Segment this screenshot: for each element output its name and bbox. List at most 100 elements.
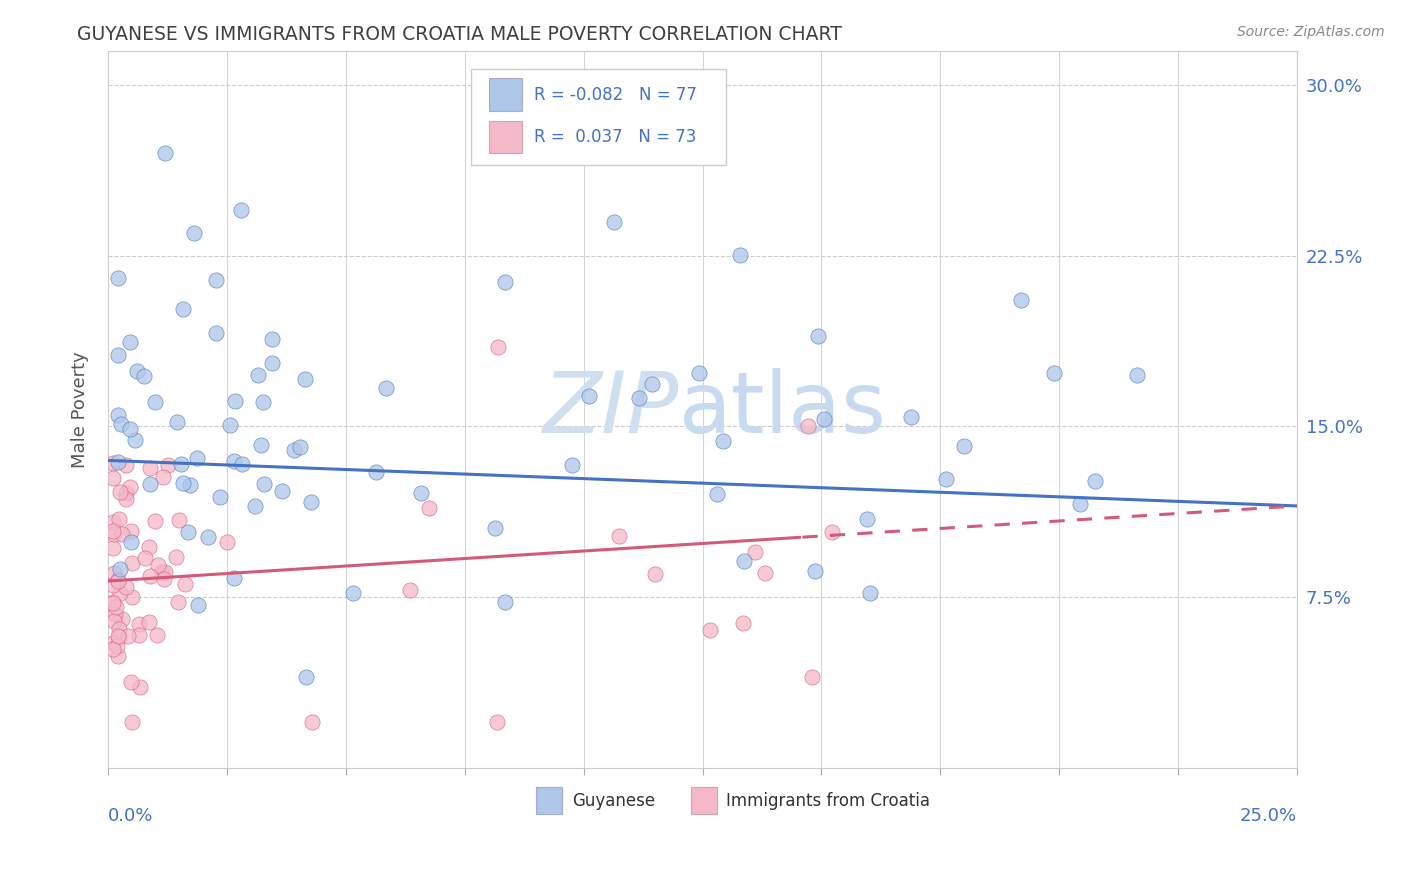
Point: [953, 439, 976, 453]
Point: [342, 585, 364, 599]
Point: [204, 326, 226, 341]
Point: [711, 434, 734, 448]
Point: [262, 332, 284, 346]
Text: ZIP: ZIP: [543, 368, 679, 450]
Point: [222, 572, 245, 586]
Point: [271, 483, 294, 498]
Point: [796, 418, 818, 433]
Point: [115, 491, 138, 506]
Point: [143, 395, 166, 409]
Point: [120, 674, 142, 689]
Text: R =  0.037   N = 73: R = 0.037 N = 73: [534, 128, 696, 145]
Point: [152, 469, 174, 483]
Point: [120, 422, 142, 436]
Point: [243, 499, 266, 513]
Text: atlas: atlas: [679, 368, 887, 450]
Point: [110, 417, 132, 431]
Point: [146, 628, 169, 642]
Point: [813, 412, 835, 426]
Point: [283, 443, 305, 458]
Point: [177, 525, 200, 540]
Point: [821, 525, 844, 540]
Point: [299, 495, 322, 509]
Point: [120, 535, 142, 549]
Point: [250, 438, 273, 452]
Point: [101, 595, 124, 609]
Point: [627, 391, 650, 405]
Point: [215, 534, 238, 549]
Point: [174, 577, 197, 591]
Point: [134, 551, 156, 566]
Point: [294, 670, 316, 684]
Point: [101, 541, 124, 555]
Point: [1042, 366, 1064, 380]
FancyBboxPatch shape: [488, 78, 522, 111]
Point: [1069, 498, 1091, 512]
Point: [607, 528, 630, 542]
Point: [208, 490, 231, 504]
Point: [124, 434, 146, 448]
Point: [127, 364, 149, 378]
Point: [101, 515, 124, 529]
Point: [107, 574, 129, 588]
Point: [105, 599, 128, 614]
Point: [288, 440, 311, 454]
Point: [138, 615, 160, 630]
Point: [399, 583, 422, 598]
Point: [172, 475, 194, 490]
Point: [486, 715, 509, 730]
Point: [111, 527, 134, 541]
Point: [121, 590, 143, 604]
Point: [105, 639, 128, 653]
Point: [172, 302, 194, 317]
Point: [117, 629, 139, 643]
Point: [128, 628, 150, 642]
Point: [103, 566, 125, 581]
Point: [260, 356, 283, 370]
Point: [103, 526, 125, 541]
Point: [186, 450, 208, 465]
Point: [688, 366, 710, 380]
Point: [231, 202, 253, 217]
Point: [169, 513, 191, 527]
Point: [101, 578, 124, 592]
Point: [115, 486, 138, 500]
Point: [108, 484, 131, 499]
Point: [699, 623, 721, 637]
Point: [153, 565, 176, 579]
Point: [179, 477, 201, 491]
Point: [101, 471, 124, 485]
Point: [104, 607, 127, 622]
Point: [706, 487, 728, 501]
Text: 0.0%: 0.0%: [108, 807, 153, 825]
FancyBboxPatch shape: [488, 120, 522, 153]
Point: [294, 372, 316, 386]
Point: [252, 477, 274, 491]
Point: [170, 458, 193, 472]
Point: [143, 514, 166, 528]
Point: [107, 649, 129, 664]
Point: [138, 460, 160, 475]
Point: [418, 500, 440, 515]
Point: [103, 614, 125, 628]
FancyBboxPatch shape: [690, 787, 717, 814]
Y-axis label: Male Poverty: Male Poverty: [72, 351, 89, 467]
Point: [101, 524, 124, 538]
Point: [561, 458, 583, 473]
Point: [167, 595, 190, 609]
Point: [494, 595, 516, 609]
Point: [121, 715, 143, 730]
Point: [733, 616, 755, 631]
Point: [107, 271, 129, 285]
Point: [108, 562, 131, 576]
Point: [411, 485, 433, 500]
Point: [801, 670, 824, 684]
Point: [744, 545, 766, 559]
Point: [728, 248, 751, 262]
Point: [157, 458, 180, 473]
Point: [138, 540, 160, 554]
Point: [107, 574, 129, 588]
Point: [247, 368, 270, 382]
Point: [197, 530, 219, 544]
Point: [108, 622, 131, 636]
